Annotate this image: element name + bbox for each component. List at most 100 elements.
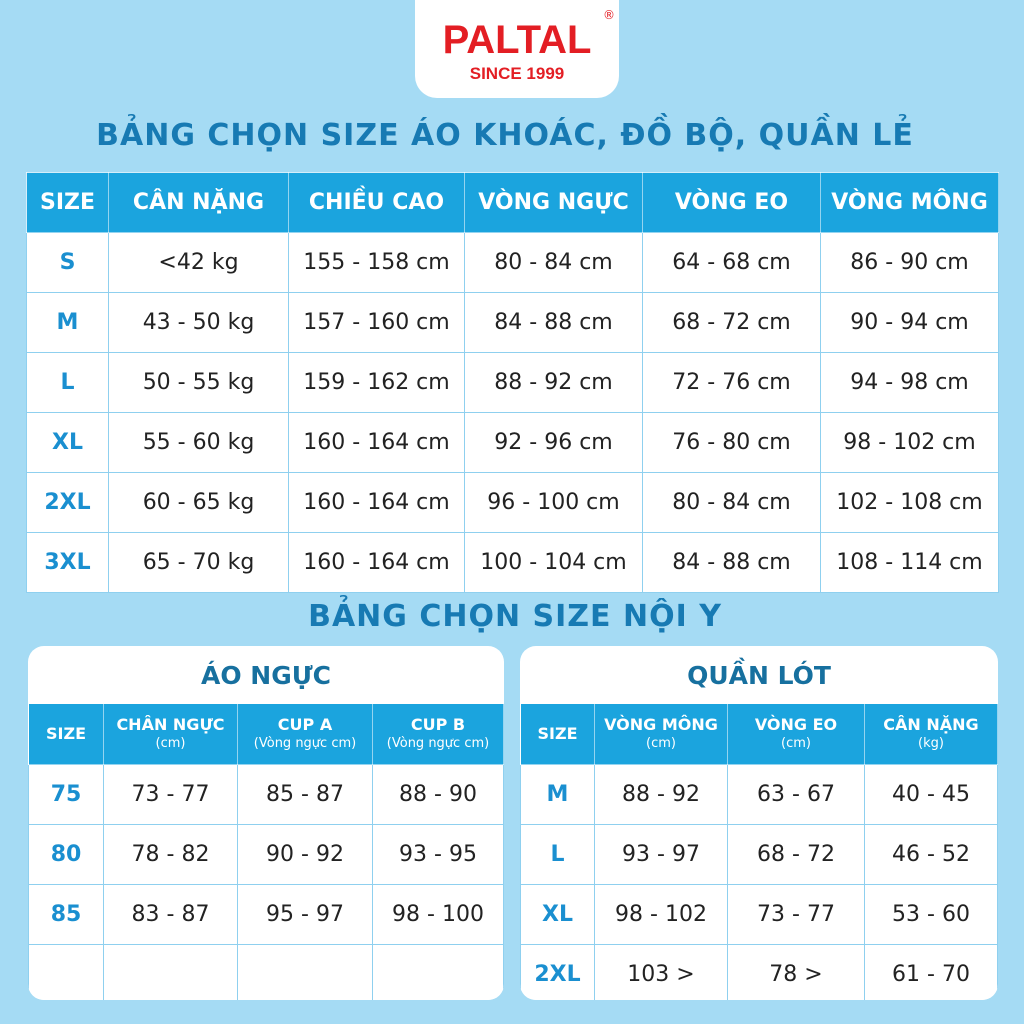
logo-since: SINCE 1999 [469,64,565,83]
column-header: CHÂN NGỰC (cm) [103,703,238,765]
table-cell: 78 - 82 [103,824,238,885]
brand-logo: PALTAL ® SINCE 1999 [415,0,619,98]
table-row: XL 98 - 102 73 - 77 53 - 60 [520,884,998,945]
size-label: 2XL [520,944,595,1000]
table-cell: 60 - 65 kg [108,472,289,533]
table-cell: 96 - 100 cm [464,472,643,533]
bra-size-table: SIZE CHÂN NGỰC (cm) CUP A (Vòng ngực cm) CUP … [28,703,504,1000]
column-header-unit: (Vòng ngực cm) [386,735,490,751]
size-label: 3XL [26,532,109,593]
table-cell: 84 - 88 cm [642,532,821,593]
column-header-unit: (kg) [918,735,944,751]
table-cell: 61 - 70 [864,944,998,1000]
table-cell: 88 - 92 cm [464,352,643,413]
table-cell: 157 - 160 cm [288,292,465,353]
table-cell: 65 - 70 kg [108,532,289,593]
table-cell: 53 - 60 [864,884,998,945]
table-row: 80 78 - 82 90 - 92 93 - 95 [28,824,504,885]
column-header-title: CUP A [277,715,333,735]
column-header: VÒNG MÔNG (cm) [594,703,728,765]
table-cell [237,944,373,1000]
table-cell [103,944,238,1000]
table-cell: 160 - 164 cm [288,472,465,533]
column-header-title: VÒNG MÔNG [604,715,718,735]
table-cell: 90 - 94 cm [820,292,999,353]
column-header-unit: (Vòng ngực cm) [253,735,357,751]
table-cell: 95 - 97 [237,884,373,945]
panties-size-card: QUẦN LÓT SIZE VÒNG MÔNG (cm) VÒNG EO (cm) CÂN… [520,646,998,1000]
table-cell: 159 - 162 cm [288,352,465,413]
size-label: L [520,824,595,885]
size-label: M [520,764,595,825]
table-row: XL 55 - 60 kg 160 - 164 cm 92 - 96 cm 76 - 8… [26,412,999,473]
table-cell: 50 - 55 kg [108,352,289,413]
table-row: S <42 kg 155 - 158 cm 80 - 84 cm 64 - 68 cm 8… [26,232,999,293]
table-cell: 68 - 72 [727,824,865,885]
column-header: CHIỀU CAO [288,172,465,233]
table-cell: 46 - 52 [864,824,998,885]
table-cell: 88 - 92 [594,764,728,825]
table-cell: 72 - 76 cm [642,352,821,413]
column-header-unit: (cm) [155,735,186,751]
table-cell: 78 > [727,944,865,1000]
table-cell: 94 - 98 cm [820,352,999,413]
column-header-title: SIZE [537,723,578,743]
table-cell: 155 - 158 cm [288,232,465,293]
size-label: S [26,232,109,293]
column-header: VÒNG MÔNG [820,172,999,233]
table-cell: 160 - 164 cm [288,412,465,473]
column-header-unit: (cm) [781,735,811,751]
table-row: 75 73 - 77 85 - 87 88 - 90 [28,764,504,825]
logo-brand: PALTAL [442,18,592,62]
size-label: XL [520,884,595,945]
table-cell: 88 - 90 [372,764,504,825]
table-cell: 73 - 77 [727,884,865,945]
table-cell: 63 - 67 [727,764,865,825]
table-cell: 98 - 102 cm [820,412,999,473]
size-label: XL [26,412,109,473]
table-row: L 50 - 55 kg 159 - 162 cm 88 - 92 cm 72 - 76… [26,352,999,413]
table-row: L 93 - 97 68 - 72 46 - 52 [520,824,998,885]
column-header: CUP B (Vòng ngực cm) [372,703,504,765]
outerwear-size-table: SIZE CÂN NẶNG CHIỀU CAO VÒNG NGỰC VÒNG EO VÒN… [26,172,999,593]
outerwear-size-title: BẢNG CHỌN SIZE ÁO KHOÁC, ĐỒ BỘ, QUẦN LẺ [96,118,914,153]
column-header-title: CÂN NẶNG [883,715,979,735]
table-cell: 108 - 114 cm [820,532,999,593]
table-row: 2XL 60 - 65 kg 160 - 164 cm 96 - 100 cm 80 -… [26,472,999,533]
table-cell: 160 - 164 cm [288,532,465,593]
table-cell: 83 - 87 [103,884,238,945]
table-row: 2XL 103 >78 >61 - 70 [520,944,998,1000]
size-label: 2XL [26,472,109,533]
table-cell: 55 - 60 kg [108,412,289,473]
table-cell: 93 - 95 [372,824,504,885]
table-row: 3XL 65 - 70 kg 160 - 164 cm 100 - 104 cm 84 … [26,532,999,593]
size-label: M [26,292,109,353]
table-cell: 68 - 72 cm [642,292,821,353]
size-label: 75 [28,764,104,825]
column-header-title: CUP B [410,715,466,735]
column-header: VÒNG NGỰC [464,172,643,233]
column-header: SIZE [26,172,109,233]
table-cell [372,944,504,1000]
table-cell: 92 - 96 cm [464,412,643,473]
table-cell: 93 - 97 [594,824,728,885]
table-cell: 80 - 84 cm [464,232,643,293]
column-header-title: SIZE [45,723,86,743]
column-header-title: CHÂN NGỰC [116,715,225,735]
registered-mark: ® [603,8,615,22]
column-header: SIZE [520,703,595,765]
column-header-title: VÒNG EO [754,715,838,735]
column-header: SIZE [28,703,104,765]
bra-size-card: ÁO NGỰC SIZE CHÂN NGỰC (cm) CUP A (Vòng ngực… [28,646,504,1000]
table-cell: 73 - 77 [103,764,238,825]
size-label [28,944,104,1000]
underwear-size-title: BẢNG CHỌN SIZE NỘI Y [308,599,722,634]
table-cell: 64 - 68 cm [642,232,821,293]
table-cell: 90 - 92 [237,824,373,885]
table-row [28,944,504,1000]
column-header: CUP A (Vòng ngực cm) [237,703,373,765]
table-row: M 88 - 92 63 - 67 40 - 45 [520,764,998,825]
column-header: VÒNG EO (cm) [727,703,865,765]
table-cell: 43 - 50 kg [108,292,289,353]
table-cell: 100 - 104 cm [464,532,643,593]
